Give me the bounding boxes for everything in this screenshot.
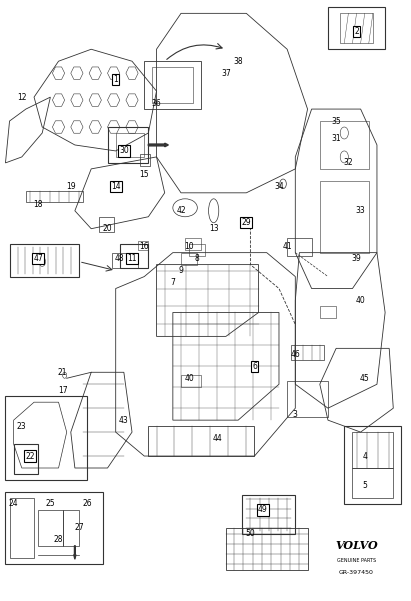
Text: 32: 32: [344, 159, 353, 168]
Text: 43: 43: [119, 416, 129, 425]
Text: 40: 40: [356, 296, 365, 305]
Text: 14: 14: [111, 182, 120, 191]
Bar: [148, 426, 254, 456]
Text: 42: 42: [176, 206, 186, 215]
Text: 13: 13: [209, 224, 219, 233]
Text: 46: 46: [291, 350, 300, 359]
FancyArrow shape: [148, 143, 169, 147]
Text: 20: 20: [103, 224, 112, 233]
Bar: [112, 252, 138, 267]
Text: 5: 5: [362, 481, 367, 490]
Bar: [340, 13, 373, 43]
Bar: [291, 346, 324, 361]
Text: 26: 26: [82, 499, 92, 508]
Bar: [99, 217, 114, 232]
Bar: [115, 133, 144, 157]
Text: 17: 17: [58, 386, 67, 395]
Bar: [185, 237, 201, 249]
Bar: [138, 240, 148, 249]
Text: 38: 38: [233, 56, 243, 66]
Bar: [189, 243, 206, 255]
Bar: [320, 181, 369, 252]
Text: 12: 12: [17, 93, 27, 102]
Text: 6: 6: [252, 362, 257, 371]
Bar: [26, 191, 83, 202]
Text: 48: 48: [115, 254, 125, 263]
Bar: [287, 237, 312, 255]
Text: 24: 24: [9, 499, 18, 508]
Text: 3: 3: [293, 410, 298, 419]
Text: 27: 27: [74, 523, 84, 532]
Bar: [353, 468, 393, 498]
Text: 30: 30: [119, 147, 129, 156]
Text: 1: 1: [113, 75, 118, 84]
Text: 8: 8: [195, 254, 200, 263]
Text: 33: 33: [356, 206, 365, 215]
Bar: [181, 375, 201, 387]
Text: 40: 40: [184, 374, 194, 383]
Bar: [152, 67, 193, 103]
Text: 29: 29: [242, 218, 251, 227]
Bar: [38, 510, 62, 546]
Bar: [5, 396, 87, 480]
Bar: [14, 444, 38, 474]
Text: 44: 44: [213, 433, 223, 442]
Bar: [287, 381, 328, 417]
Text: 39: 39: [352, 254, 361, 263]
Bar: [328, 7, 385, 49]
Text: 15: 15: [139, 170, 149, 179]
Bar: [320, 121, 369, 169]
Bar: [320, 307, 336, 319]
FancyArrow shape: [74, 546, 76, 560]
Text: 11: 11: [127, 254, 137, 263]
Text: 37: 37: [221, 69, 231, 78]
Text: 7: 7: [171, 278, 175, 287]
Bar: [181, 252, 197, 264]
Text: 23: 23: [17, 422, 27, 431]
Text: 18: 18: [33, 200, 43, 209]
Bar: [5, 492, 104, 564]
Text: 49: 49: [258, 505, 268, 514]
Text: 16: 16: [139, 242, 149, 251]
Bar: [140, 154, 150, 166]
Bar: [344, 426, 402, 504]
Bar: [242, 495, 296, 534]
Text: 2: 2: [354, 27, 359, 36]
Text: 31: 31: [331, 135, 341, 144]
Bar: [9, 498, 34, 558]
Text: 19: 19: [66, 182, 76, 191]
Text: 25: 25: [46, 499, 55, 508]
Text: 47: 47: [33, 254, 43, 263]
Text: 41: 41: [282, 242, 292, 251]
Text: GENUINE PARTS: GENUINE PARTS: [337, 558, 376, 563]
Text: 35: 35: [331, 117, 341, 126]
Bar: [144, 61, 201, 109]
Bar: [62, 510, 79, 546]
Bar: [353, 432, 393, 468]
Bar: [9, 243, 79, 276]
Text: 50: 50: [245, 529, 255, 538]
Text: VOLVO: VOLVO: [335, 540, 378, 551]
Text: 34: 34: [274, 182, 284, 191]
Text: 10: 10: [185, 242, 194, 251]
Text: 28: 28: [54, 535, 63, 545]
Text: 22: 22: [25, 451, 35, 460]
Bar: [108, 127, 148, 163]
Bar: [226, 528, 307, 570]
Text: 45: 45: [360, 374, 369, 383]
Text: 4: 4: [362, 451, 367, 460]
Text: GR-397450: GR-397450: [339, 570, 374, 575]
Text: 36: 36: [152, 99, 162, 108]
Text: 21: 21: [58, 368, 67, 377]
Bar: [120, 243, 148, 267]
Text: 9: 9: [178, 266, 183, 275]
